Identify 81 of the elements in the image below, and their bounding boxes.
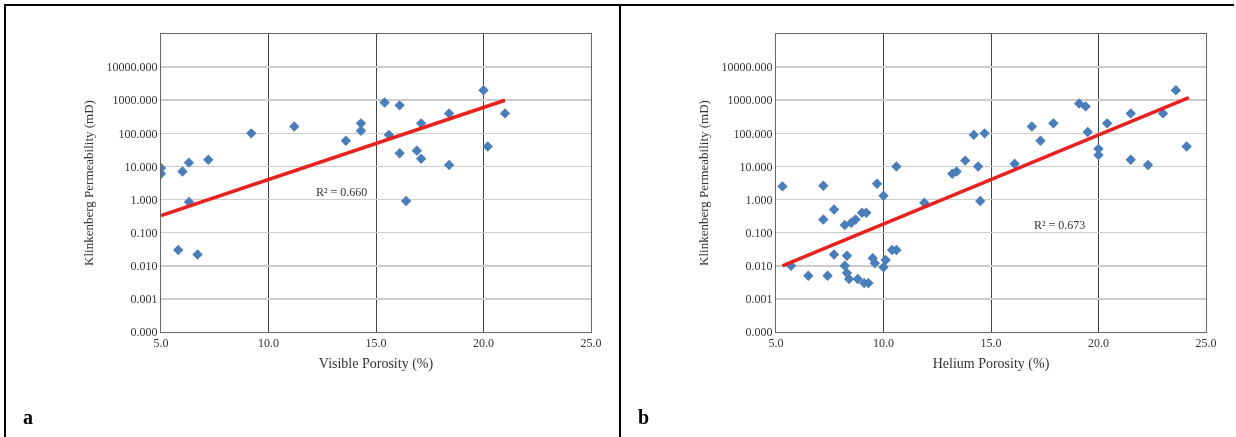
point	[871, 178, 883, 189]
x-tick-label: 10.0	[258, 336, 279, 351]
point	[1125, 154, 1136, 165]
x-tick-label: 20.0	[473, 336, 494, 351]
y-tick-label: 0.001	[745, 292, 773, 307]
point	[203, 154, 214, 165]
x-tick-label: 25.0	[580, 336, 602, 351]
x-tick-label: 15.0	[365, 336, 387, 351]
point	[394, 100, 405, 111]
point	[803, 270, 814, 281]
point	[1101, 118, 1113, 129]
point	[415, 153, 427, 165]
text: a	[23, 406, 33, 428]
annotation: R² = 0.660	[316, 185, 368, 199]
point	[482, 141, 493, 152]
point	[1080, 101, 1091, 112]
y-tick-label: 0.001	[130, 292, 158, 307]
point	[173, 244, 184, 256]
x-axis-title: Visible Porosity (%)	[318, 355, 434, 372]
point	[972, 161, 984, 172]
y-tick-label: 10.000	[124, 159, 158, 174]
y-tick-label: 0.010	[130, 258, 158, 273]
y-tick-label: 100.000	[733, 126, 773, 141]
y-tick-label: 1000.000	[112, 93, 158, 108]
x-tick-label: 15.0	[980, 336, 1002, 351]
y-tick-label: 100.000	[118, 126, 158, 141]
point	[839, 219, 850, 231]
point	[400, 195, 412, 207]
point	[1181, 141, 1192, 152]
point	[841, 250, 853, 262]
annotation: R² = 0.673	[1034, 218, 1086, 232]
point	[177, 166, 188, 177]
point	[192, 249, 203, 260]
point	[852, 273, 863, 285]
point	[979, 128, 990, 139]
point	[777, 181, 788, 192]
point	[1082, 126, 1093, 138]
y-tick-label: 0.100	[745, 225, 773, 240]
point	[289, 121, 300, 132]
point	[1048, 118, 1059, 129]
y-tick-label: 10000.000	[721, 60, 773, 75]
point	[878, 190, 889, 201]
x-tick-label: 25.0	[1195, 336, 1217, 351]
y-tick-label: 0.010	[745, 258, 773, 273]
point	[1142, 159, 1154, 171]
point	[891, 161, 902, 172]
y-axis-title: Klinkenberg Permeability (mD)	[80, 100, 96, 266]
y-tick-label: 1.000	[130, 192, 158, 207]
y-tick-label: 0.100	[130, 225, 158, 240]
point	[828, 249, 840, 260]
point	[818, 180, 829, 192]
point	[818, 214, 829, 225]
point	[828, 204, 840, 215]
x-axis-title: Helium Porosity (%)	[932, 355, 1050, 372]
point	[822, 270, 833, 281]
y-tick-label: 10.000	[739, 159, 773, 174]
point	[975, 195, 986, 207]
point	[968, 129, 979, 141]
point	[340, 135, 352, 146]
text: b	[638, 406, 650, 428]
point	[960, 155, 971, 166]
point	[443, 159, 455, 171]
point	[1125, 108, 1136, 119]
y-axis-title: Klinkenberg Permeability (mD)	[695, 100, 711, 266]
y-tick-label: 10000.000	[106, 60, 158, 75]
point	[499, 108, 511, 119]
point	[1170, 85, 1182, 96]
point	[394, 148, 405, 159]
y-tick-label: 1000.000	[727, 93, 773, 108]
point	[1035, 135, 1046, 146]
point	[839, 260, 850, 271]
x-tick-label: 20.0	[1088, 336, 1109, 351]
point	[411, 145, 423, 156]
point	[880, 254, 891, 266]
x-tick-label: 10.0	[873, 336, 894, 351]
y-tick-label: 1.000	[745, 192, 773, 207]
point	[478, 85, 489, 96]
point	[379, 97, 390, 108]
point	[246, 128, 257, 139]
point	[1026, 121, 1038, 132]
point	[183, 157, 195, 168]
